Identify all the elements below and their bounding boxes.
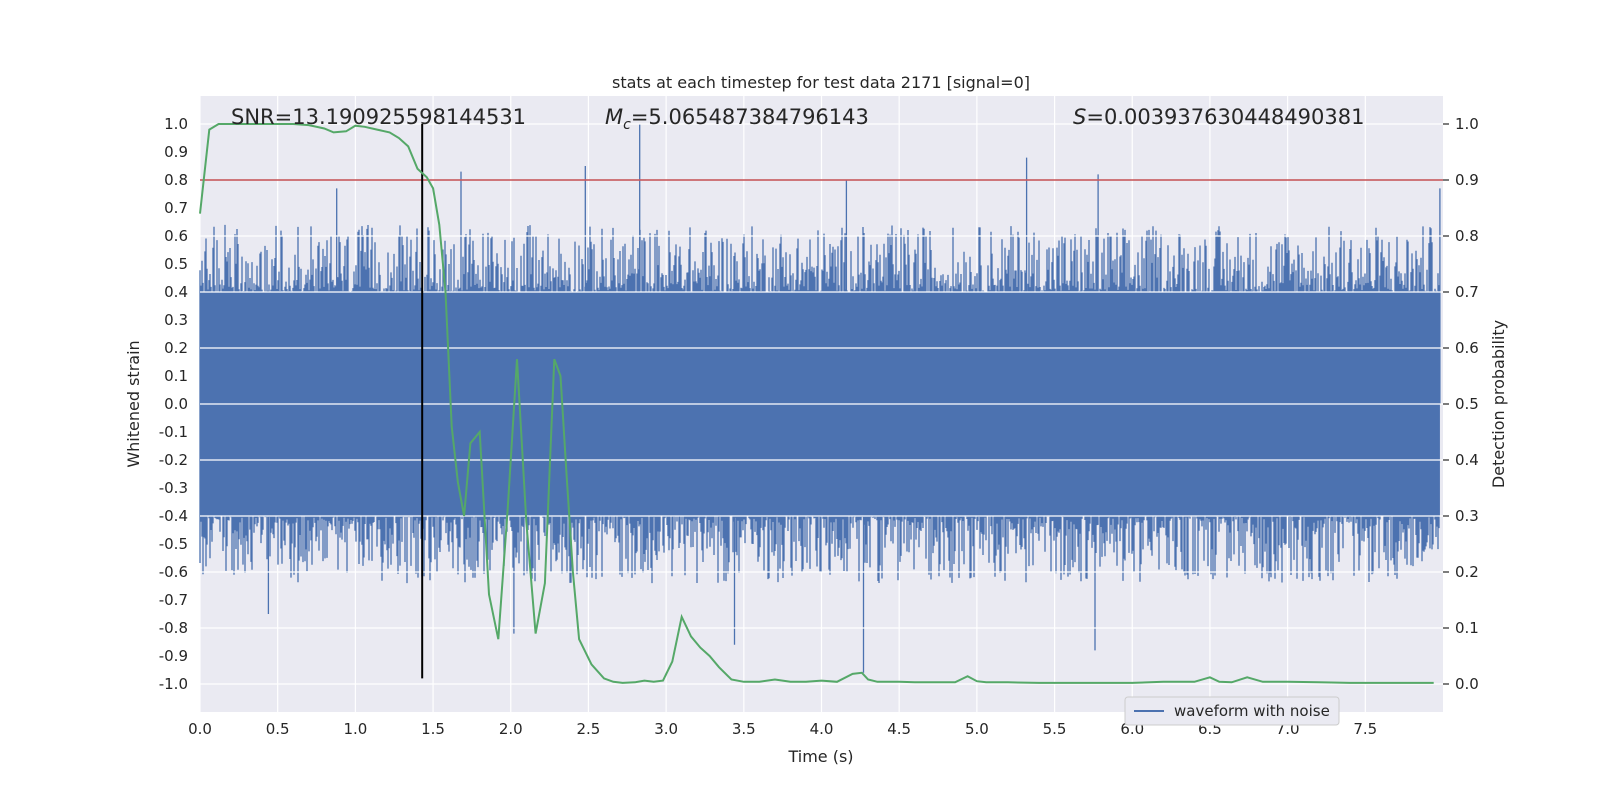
s-annotation: S=0.003937630448490381 [1073, 105, 1364, 129]
y-left-tick-label: -0.5 [159, 535, 188, 553]
y-left-tick-label: 0.2 [164, 339, 188, 357]
y-left-tick-label: -0.4 [159, 507, 188, 525]
legend-box [1124, 696, 1340, 726]
y-right-tick-label: 0.9 [1455, 171, 1479, 189]
y-left-tick-label: -0.1 [159, 423, 188, 441]
x-tick-label: 0.0 [188, 720, 212, 738]
y-right-tick-label: 0.8 [1455, 227, 1479, 245]
y-right-tick-label: 0.6 [1455, 339, 1479, 357]
x-tick-label: 4.5 [887, 720, 911, 738]
y-left-tick-label: 1.0 [164, 115, 188, 133]
y-left-tick-label: 0.8 [164, 171, 188, 189]
x-axis-label: Time (s) [787, 747, 853, 766]
y-left-tick-label: -0.8 [159, 619, 188, 637]
y-axis-label-right: Detection probability [1489, 320, 1508, 488]
y-left-tick-label: -0.2 [159, 451, 188, 469]
y-right-tick-labels: 1.0 0.9 0.8 0.7 0.6 0.5 0.4 0.3 0.2 0.1 0.0 [1443, 115, 1479, 693]
x-tick-label: 0.5 [266, 720, 290, 738]
y-left-tick-label: -0.6 [159, 563, 188, 581]
legend: waveform with noise [1124, 696, 1340, 726]
y-right-tick-label: 0.5 [1455, 395, 1479, 413]
chirp-mass-symbol: M [605, 105, 623, 129]
x-tick-label: 3.0 [654, 720, 678, 738]
chirp-mass-subscript: c [623, 117, 631, 133]
y-left-tick-label: -0.7 [159, 591, 188, 609]
chart-title: stats at each timestep for test data 217… [612, 73, 1030, 92]
y-left-tick-label: 0.0 [164, 395, 188, 413]
y-right-tick-label: 0.1 [1455, 619, 1479, 637]
y-left-tick-label: 0.3 [164, 311, 188, 329]
y-left-tick-label: 0.6 [164, 227, 188, 245]
y-left-tick-label: 0.1 [164, 367, 188, 385]
legend-label-waveform: waveform with noise [1174, 702, 1330, 720]
y-right-tick-label: 0.3 [1455, 507, 1479, 525]
s-value: =0.003937630448490381 [1086, 105, 1364, 129]
y-left-tick-label: 0.4 [164, 283, 188, 301]
y-left-tick-label: 0.9 [164, 143, 188, 161]
y-left-tick-label: 0.5 [164, 255, 188, 273]
chirp-mass-value: =5.065487384796143 [631, 105, 869, 129]
y-right-tick-label: 0.0 [1455, 675, 1479, 693]
x-tick-label: 3.5 [732, 720, 756, 738]
y-left-tick-labels: 1.0 0.9 0.8 0.7 0.6 0.5 0.4 0.3 0.2 0.1 0.0 -0.1 -0.… [159, 115, 188, 693]
y-left-tick-label: -0.9 [159, 647, 188, 665]
x-tick-label: 1.5 [421, 720, 445, 738]
s-symbol: S [1073, 105, 1086, 129]
detection-probability-line [199, 123, 1434, 684]
y-right-tick-label: 0.7 [1455, 283, 1479, 301]
x-tick-label: 2.0 [499, 720, 523, 738]
y-left-tick-label: -1.0 [159, 675, 188, 693]
y-left-tick-label: 0.7 [164, 199, 188, 217]
snr-annotation: SNR=13.190925598144531 [231, 105, 526, 129]
y-left-tick-label: -0.3 [159, 479, 188, 497]
x-tick-label: 4.0 [810, 720, 834, 738]
y-axis-label-left: Whitened strain [124, 340, 143, 467]
y-right-tick-label: 0.2 [1455, 563, 1479, 581]
x-tick-label: 1.0 [343, 720, 367, 738]
x-tick-label: 7.5 [1353, 720, 1377, 738]
y-right-tick-label: 1.0 [1455, 115, 1479, 133]
x-tick-label: 2.5 [577, 720, 601, 738]
x-tick-label: 5.0 [965, 720, 989, 738]
chirp-mass-annotation: Mc=5.065487384796143 [605, 105, 869, 133]
x-tick-label: 5.5 [1043, 720, 1067, 738]
y-right-tick-label: 0.4 [1455, 451, 1479, 469]
